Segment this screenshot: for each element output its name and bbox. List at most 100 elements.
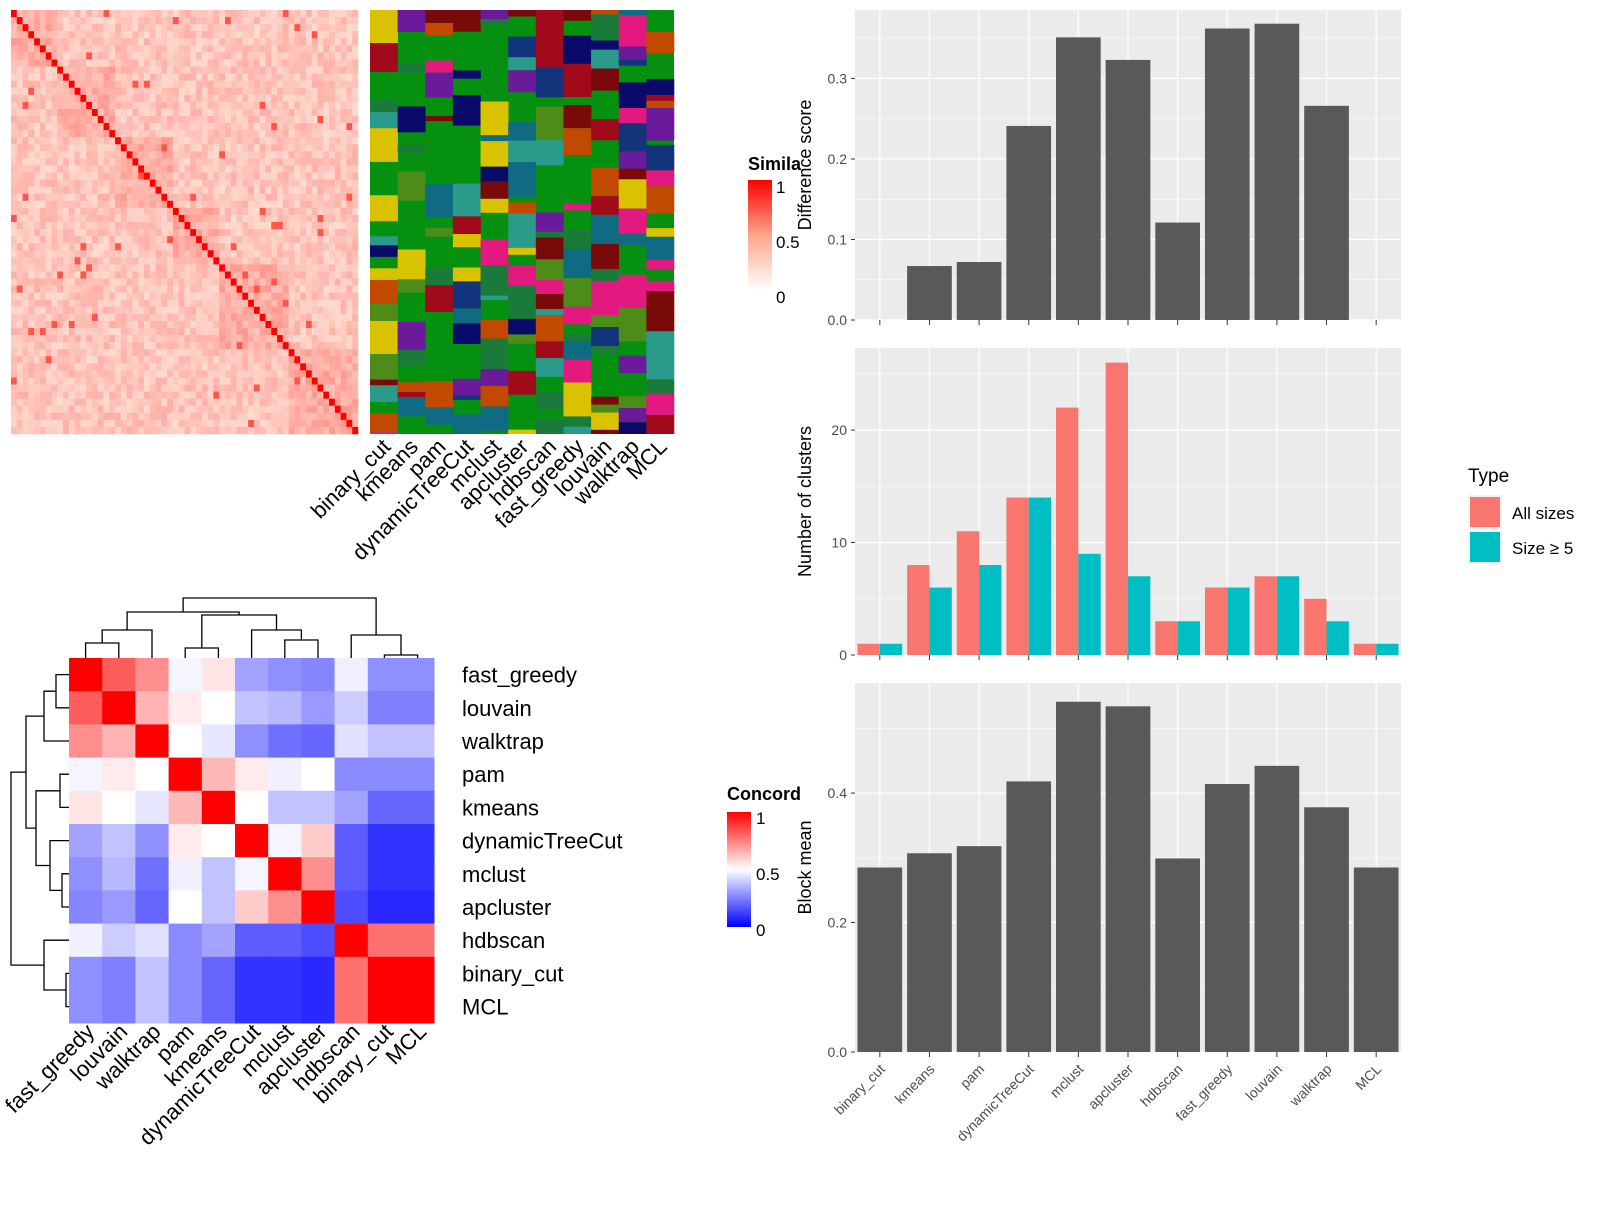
concordance-row-label: mclust — [462, 862, 526, 887]
similarity-cell — [51, 426, 58, 435]
similarity-cell — [323, 179, 330, 187]
similarity-cell — [34, 73, 41, 81]
similarity-cell — [184, 73, 191, 81]
similarity-cell — [346, 207, 353, 216]
similarity-cell — [120, 328, 127, 336]
similarity-cell — [329, 299, 336, 308]
similarity-cell — [184, 349, 191, 357]
similarity-cell — [323, 137, 330, 145]
similarity-cell — [132, 236, 139, 244]
partition-cell — [508, 162, 537, 180]
similarity-cell — [213, 292, 220, 301]
similarity-cell — [63, 342, 70, 350]
similarity-cell — [282, 200, 289, 209]
similarity-cell — [97, 250, 104, 258]
similarity-cell — [300, 101, 307, 110]
similarity-cell — [109, 144, 116, 152]
similarity-cell — [39, 130, 46, 138]
similarity-cell — [201, 391, 208, 399]
similarity-cell — [346, 405, 353, 414]
similarity-cell — [161, 356, 168, 364]
partition-cell — [480, 10, 509, 20]
similarity-cell — [103, 342, 110, 350]
similarity-cell — [334, 87, 341, 96]
similarity-cell — [132, 101, 139, 110]
similarity-cell — [149, 412, 156, 421]
similarity-cell — [277, 101, 284, 110]
similarity-cell — [103, 207, 110, 216]
similarity-cell — [132, 10, 139, 18]
concordance-legend-tick-05: 0.5 — [756, 865, 780, 884]
similarity-cell — [144, 108, 151, 117]
partition-cell — [591, 119, 620, 141]
concordance-cell — [135, 956, 169, 991]
similarity-cell — [236, 80, 243, 89]
similarity-cell — [132, 87, 139, 96]
similarity-cell — [329, 101, 336, 110]
similarity-cell — [115, 335, 122, 343]
similarity-cell — [323, 144, 330, 152]
similarity-cell — [288, 17, 295, 25]
similarity-cell — [120, 271, 127, 279]
concordance-cell — [301, 724, 335, 758]
similarity-cell — [230, 243, 237, 251]
bar-all-sizes — [956, 531, 980, 655]
similarity-legend-tick-05: 0.5 — [776, 233, 800, 252]
concordance-cell — [301, 658, 335, 692]
similarity-cell — [253, 278, 260, 286]
similarity-cell — [132, 405, 139, 414]
similarity-cell — [340, 80, 347, 89]
similarity-cell — [51, 313, 58, 322]
partition-cell — [452, 414, 481, 434]
similarity-cell — [340, 59, 347, 67]
similarity-cell — [265, 38, 272, 46]
similarity-cell — [253, 172, 260, 180]
similarity-cell — [63, 193, 70, 202]
partition-cell — [508, 218, 537, 248]
similarity-cell — [103, 38, 110, 46]
similarity-cell — [213, 200, 220, 209]
similarity-cell — [172, 94, 180, 103]
similarity-cell — [271, 31, 278, 39]
similarity-cell — [300, 80, 307, 89]
similarity-cell — [167, 419, 174, 428]
similarity-cell — [207, 250, 214, 258]
similarity-cell — [132, 356, 139, 364]
similarity-cell — [352, 320, 359, 329]
similarity-cell — [97, 412, 104, 421]
similarity-cell — [51, 222, 58, 230]
similarity-cell — [167, 130, 174, 138]
similarity-cell — [277, 207, 284, 216]
similarity-cell — [190, 328, 197, 336]
similarity-cell — [16, 292, 23, 301]
similarity-cell — [28, 229, 35, 237]
similarity-cell — [57, 165, 64, 173]
similarity-cell — [311, 250, 318, 258]
similarity-cell — [253, 299, 260, 308]
similarity-cell — [51, 200, 58, 209]
similarity-cell — [271, 306, 278, 315]
similarity-cell — [161, 292, 168, 301]
similarity-cell — [259, 320, 266, 329]
similarity-cell — [39, 292, 46, 301]
bar — [1105, 59, 1151, 321]
similarity-cell — [184, 271, 191, 279]
similarity-cell — [51, 278, 58, 286]
similarity-cell — [167, 313, 174, 322]
similarity-cell — [334, 172, 341, 180]
similarity-cell — [103, 328, 110, 336]
similarity-cell — [294, 391, 301, 399]
similarity-cell — [120, 405, 127, 414]
similarity-cell — [51, 356, 58, 364]
similarity-cell — [236, 306, 243, 315]
similarity-cell — [68, 172, 75, 180]
partition-cell — [425, 268, 454, 286]
similarity-cell — [282, 87, 289, 96]
similarity-cell — [11, 243, 18, 251]
similarity-cell — [224, 17, 232, 25]
similarity-cell — [190, 38, 197, 46]
similarity-cell — [224, 108, 232, 117]
similarity-cell — [80, 412, 87, 421]
similarity-cell — [323, 186, 330, 195]
similarity-cell — [11, 405, 18, 414]
